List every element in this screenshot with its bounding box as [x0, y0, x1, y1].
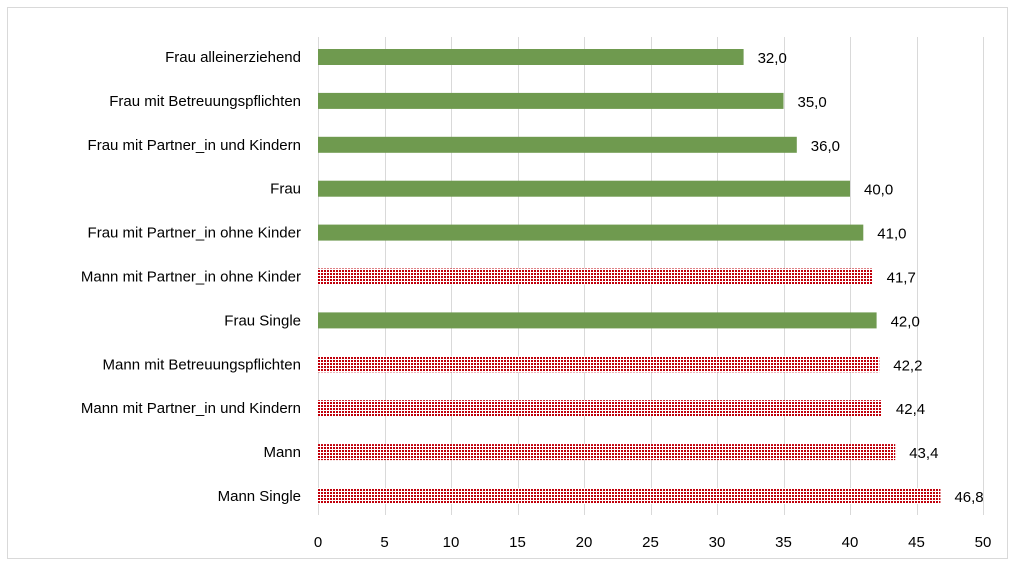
bar: [318, 268, 873, 285]
bar: [318, 444, 896, 461]
bar: [318, 488, 941, 504]
category-label: Mann mit Partner_in und Kindern: [81, 400, 301, 417]
bar: [318, 224, 864, 241]
value-label: 36,0: [811, 138, 840, 155]
bar: [318, 312, 877, 329]
value-labels: 32,0 35,0 36,0 40,0 41,0 41,7 42,0 42,2 42,4 43,4…: [758, 50, 984, 506]
category-label: Frau mit Betreuungspflichten: [109, 93, 301, 110]
bar: [318, 92, 784, 109]
x-tick-label: 40: [842, 534, 859, 551]
category-label: Frau alleinerziehend: [165, 49, 301, 66]
category-label: Frau mit Partner_in ohne Kinder: [88, 225, 301, 242]
x-axis-tick-labels: 0 5 10 15 20 25 30 35 40 45 50: [314, 534, 992, 551]
value-label: 35,0: [798, 94, 827, 111]
x-tick-label: 25: [642, 534, 659, 551]
x-tick-label: 20: [576, 534, 593, 551]
category-label: Frau mit Partner_in und Kindern: [88, 137, 301, 154]
category-label: Mann mit Betreuungspflichten: [103, 356, 301, 373]
bar: [318, 180, 850, 197]
x-tick-label: 35: [775, 534, 792, 551]
bar: [318, 400, 882, 417]
value-label: 42,4: [896, 401, 925, 418]
x-tick-label: 0: [314, 534, 322, 551]
value-label: 46,8: [954, 489, 983, 506]
value-label: 41,0: [877, 226, 906, 243]
category-label: Mann mit Partner_in ohne Kinder: [81, 269, 301, 286]
value-label: 40,0: [864, 182, 893, 199]
category-label: Mann: [263, 444, 301, 461]
bars: [318, 49, 941, 504]
x-tick-label: 10: [443, 534, 460, 551]
x-tick-label: 50: [975, 534, 992, 551]
value-label: 42,0: [891, 313, 920, 330]
value-label: 32,0: [758, 50, 787, 67]
bar: [318, 356, 880, 373]
category-label: Mann Single: [218, 488, 301, 505]
value-label: 43,4: [909, 445, 938, 462]
bar: [318, 136, 797, 153]
x-tick-label: 5: [380, 534, 388, 551]
value-label: 41,7: [887, 270, 916, 287]
category-label: Frau: [270, 181, 301, 198]
x-tick-label: 30: [709, 534, 726, 551]
category-labels: Frau alleinerziehend Frau mit Betreuungsp…: [81, 49, 301, 505]
bar: [318, 49, 744, 65]
x-tick-label: 15: [509, 534, 526, 551]
x-tick-label: 45: [908, 534, 925, 551]
value-label: 42,2: [893, 357, 922, 374]
category-label: Frau Single: [224, 312, 301, 329]
